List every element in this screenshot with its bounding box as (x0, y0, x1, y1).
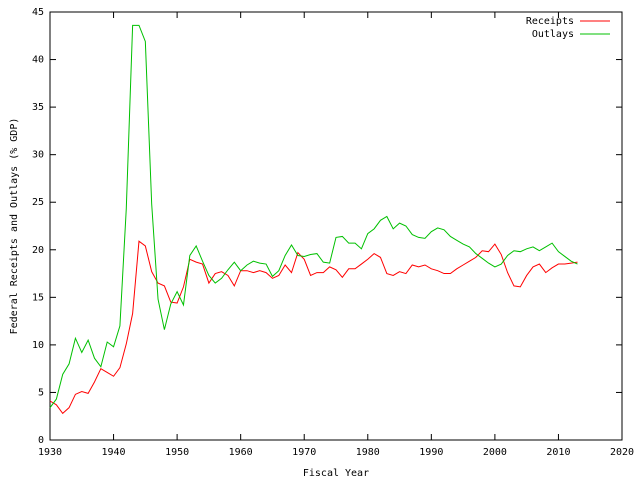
x-axis-label: Fiscal Year (303, 468, 369, 479)
y-tick-label: 30 (32, 150, 44, 161)
x-tick-label: 2020 (610, 447, 634, 458)
x-tick-label: 1970 (292, 447, 316, 458)
x-tick-label: 2000 (483, 447, 507, 458)
x-tick-label: 1950 (165, 447, 189, 458)
y-tick-label: 15 (32, 292, 44, 303)
x-tick-label: 1980 (356, 447, 380, 458)
y-tick-label: 45 (32, 7, 44, 18)
y-tick-label: 40 (32, 55, 44, 66)
plot-frame (49, 11, 623, 441)
y-tick-label: 35 (32, 102, 44, 113)
y-tick-label: 10 (32, 340, 44, 351)
y-axis-label: Federal Receipts and Outlays (% GDP) (9, 118, 20, 335)
legend-label: Receipts (526, 16, 574, 27)
x-tick-label: 1930 (38, 447, 62, 458)
y-tick-label: 5 (38, 387, 44, 398)
y-tick-label: 25 (32, 197, 44, 208)
x-tick-label: 2010 (546, 447, 570, 458)
x-tick-label: 1940 (102, 447, 126, 458)
x-tick-label: 1960 (229, 447, 253, 458)
legend-label: Outlays (532, 29, 574, 40)
x-tick-label: 1990 (419, 447, 443, 458)
y-tick-label: 20 (32, 245, 44, 256)
y-tick-label: 0 (38, 435, 44, 446)
data-line (49, 240, 578, 415)
data-line (49, 24, 578, 408)
